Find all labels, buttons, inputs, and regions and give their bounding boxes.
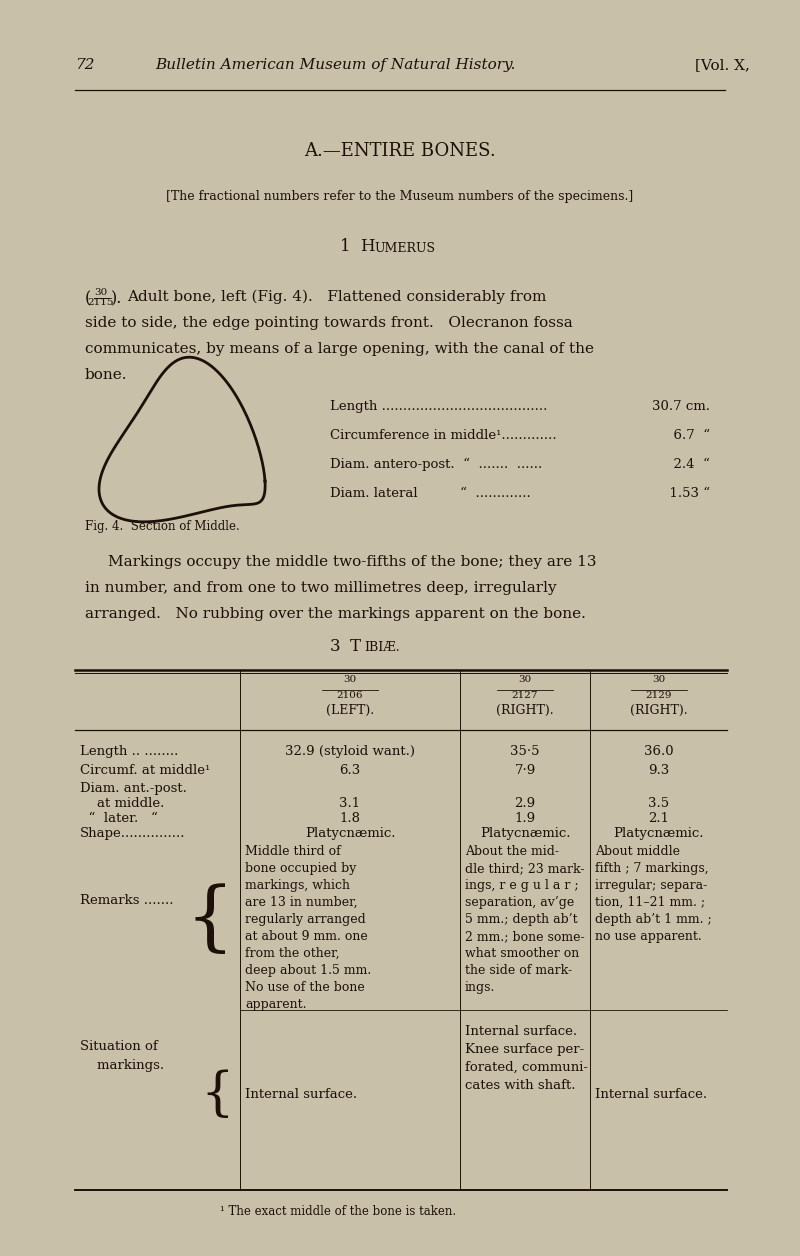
Text: Internal surface.: Internal surface. bbox=[595, 1089, 707, 1102]
Text: tion, 11–21 mm. ;: tion, 11–21 mm. ; bbox=[595, 896, 705, 909]
Text: communicates, by means of a large opening, with the canal of the: communicates, by means of a large openin… bbox=[85, 342, 594, 355]
Text: Diam. ant.-post.: Diam. ant.-post. bbox=[80, 782, 187, 795]
Text: Remarks .......: Remarks ....... bbox=[80, 893, 174, 907]
Text: Length .......................................: Length .................................… bbox=[330, 399, 547, 413]
Text: what smoother on: what smoother on bbox=[465, 947, 579, 960]
Text: 35·5: 35·5 bbox=[510, 745, 540, 759]
Text: apparent.: apparent. bbox=[245, 999, 306, 1011]
Text: are 13 in number,: are 13 in number, bbox=[245, 896, 358, 909]
Text: irregular; separa-: irregular; separa- bbox=[595, 879, 707, 892]
Text: fifth ; 7 markings,: fifth ; 7 markings, bbox=[595, 862, 709, 875]
Text: Circumference in middle¹.............: Circumference in middle¹............. bbox=[330, 430, 557, 442]
Text: Internal surface.: Internal surface. bbox=[245, 1089, 357, 1102]
Text: bone occupied by: bone occupied by bbox=[245, 862, 356, 875]
Text: at about 9 mm. one: at about 9 mm. one bbox=[245, 929, 368, 943]
Text: [Vol. X,: [Vol. X, bbox=[695, 58, 750, 72]
Text: markings, which: markings, which bbox=[245, 879, 350, 892]
Text: ¹ The exact middle of the bone is taken.: ¹ The exact middle of the bone is taken. bbox=[220, 1205, 456, 1218]
Text: 30: 30 bbox=[652, 674, 665, 685]
Text: “  later.   “: “ later. “ bbox=[80, 811, 158, 825]
Text: regularly arranged: regularly arranged bbox=[245, 913, 366, 926]
Text: Circumf. at middle¹: Circumf. at middle¹ bbox=[80, 764, 210, 777]
Text: UMERUS: UMERUS bbox=[374, 242, 435, 255]
Text: 7·9: 7·9 bbox=[514, 764, 536, 777]
Text: H: H bbox=[360, 237, 374, 255]
Text: depth ab’t 1 mm. ;: depth ab’t 1 mm. ; bbox=[595, 913, 712, 926]
Text: separation, av’ge: separation, av’ge bbox=[465, 896, 574, 909]
Text: 3.1: 3.1 bbox=[339, 798, 361, 810]
Text: in number, and from one to two millimetres deep, irregularly: in number, and from one to two millimetr… bbox=[85, 582, 557, 595]
Text: (RIGHT).: (RIGHT). bbox=[630, 705, 687, 717]
Text: ings, r e g u l a r ;: ings, r e g u l a r ; bbox=[465, 879, 578, 892]
Text: 1.9: 1.9 bbox=[514, 811, 535, 825]
Text: 2 mm.; bone some-: 2 mm.; bone some- bbox=[465, 929, 585, 943]
Text: (LEFT).: (LEFT). bbox=[326, 705, 374, 717]
Text: Platycnæmic.: Platycnæmic. bbox=[305, 826, 395, 840]
Text: [The fractional numbers refer to the Museum numbers of the specimens.]: [The fractional numbers refer to the Mus… bbox=[166, 190, 634, 203]
Text: side to side, the edge pointing towards front.   Olecranon fossa: side to side, the edge pointing towards … bbox=[85, 317, 573, 330]
Text: markings.: markings. bbox=[80, 1059, 164, 1073]
Text: 2.4  “: 2.4 “ bbox=[665, 458, 710, 471]
Text: 1.8: 1.8 bbox=[339, 811, 361, 825]
Text: Adult bone, left (Fig. 4).   Flattened considerably from: Adult bone, left (Fig. 4). Flattened con… bbox=[127, 290, 546, 304]
Text: 3: 3 bbox=[330, 638, 341, 654]
Text: ings.: ings. bbox=[465, 981, 495, 993]
Text: T: T bbox=[350, 638, 361, 654]
Text: Diam. antero-post.  “  .......  ......: Diam. antero-post. “ ....... ...... bbox=[330, 458, 542, 471]
Text: Bulletin American Museum of Natural History.: Bulletin American Museum of Natural Hist… bbox=[155, 58, 515, 72]
Text: No use of the bone: No use of the bone bbox=[245, 981, 365, 993]
Text: 1.53 “: 1.53 “ bbox=[661, 487, 710, 500]
Text: About the mid-: About the mid- bbox=[465, 845, 559, 858]
Text: A.—ENTIRE BONES.: A.—ENTIRE BONES. bbox=[304, 142, 496, 160]
Text: 1: 1 bbox=[340, 237, 350, 255]
Text: Markings occupy the middle two-fifths of the bone; they are 13: Markings occupy the middle two-fifths of… bbox=[108, 555, 597, 569]
Text: 3.5: 3.5 bbox=[648, 798, 669, 810]
Text: 2115: 2115 bbox=[88, 298, 114, 306]
Text: 30: 30 bbox=[343, 674, 357, 685]
Text: 30: 30 bbox=[94, 288, 108, 296]
Text: cates with shaft.: cates with shaft. bbox=[465, 1079, 575, 1091]
Text: Internal surface.: Internal surface. bbox=[465, 1025, 577, 1037]
Text: (RIGHT).: (RIGHT). bbox=[496, 705, 554, 717]
Text: About middle: About middle bbox=[595, 845, 680, 858]
Text: Situation of: Situation of bbox=[80, 1040, 158, 1053]
Text: 5 mm.; depth ab’t: 5 mm.; depth ab’t bbox=[465, 913, 578, 926]
Text: IBIÆ.: IBIÆ. bbox=[364, 641, 400, 654]
Text: 9.3: 9.3 bbox=[648, 764, 669, 777]
Text: from the other,: from the other, bbox=[245, 947, 340, 960]
Text: forated, communi-: forated, communi- bbox=[465, 1061, 588, 1074]
Text: dle third; 23 mark-: dle third; 23 mark- bbox=[465, 862, 585, 875]
Text: Middle third of: Middle third of bbox=[245, 845, 341, 858]
Text: the side of mark-: the side of mark- bbox=[465, 965, 572, 977]
Text: 2.9: 2.9 bbox=[514, 798, 535, 810]
Text: (: ( bbox=[85, 290, 91, 306]
Text: arranged.   No rubbing over the markings apparent on the bone.: arranged. No rubbing over the markings a… bbox=[85, 607, 586, 620]
Text: 2106: 2106 bbox=[337, 691, 363, 700]
Text: Length .. ........: Length .. ........ bbox=[80, 745, 178, 759]
Text: 2.1: 2.1 bbox=[648, 811, 669, 825]
Text: 32.9 (styloid want.): 32.9 (styloid want.) bbox=[285, 745, 415, 759]
Text: no use apparent.: no use apparent. bbox=[595, 929, 702, 943]
Text: 2129: 2129 bbox=[646, 691, 672, 700]
Text: 30: 30 bbox=[518, 674, 532, 685]
Text: 6.7  “: 6.7 “ bbox=[665, 430, 710, 442]
Text: 30.7 cm.: 30.7 cm. bbox=[652, 399, 710, 413]
Text: Knee surface per-: Knee surface per- bbox=[465, 1042, 584, 1056]
Text: 72: 72 bbox=[75, 58, 94, 72]
Text: deep about 1.5 mm.: deep about 1.5 mm. bbox=[245, 965, 371, 977]
Text: bone.: bone. bbox=[85, 368, 127, 382]
Text: ).: ). bbox=[111, 290, 122, 306]
Text: 2127: 2127 bbox=[512, 691, 538, 700]
Text: Fig. 4.  Section of Middle.: Fig. 4. Section of Middle. bbox=[85, 520, 240, 533]
Text: Shape...............: Shape............... bbox=[80, 826, 186, 840]
Text: Platycnæmic.: Platycnæmic. bbox=[480, 826, 570, 840]
Text: 6.3: 6.3 bbox=[339, 764, 361, 777]
Text: at middle.: at middle. bbox=[80, 798, 164, 810]
Text: {: { bbox=[200, 1070, 234, 1120]
Text: Platycnæmic.: Platycnæmic. bbox=[614, 826, 704, 840]
Text: Diam. lateral          “  .............: Diam. lateral “ ............. bbox=[330, 487, 530, 500]
Text: 36.0: 36.0 bbox=[644, 745, 674, 759]
Text: {: { bbox=[186, 883, 234, 957]
